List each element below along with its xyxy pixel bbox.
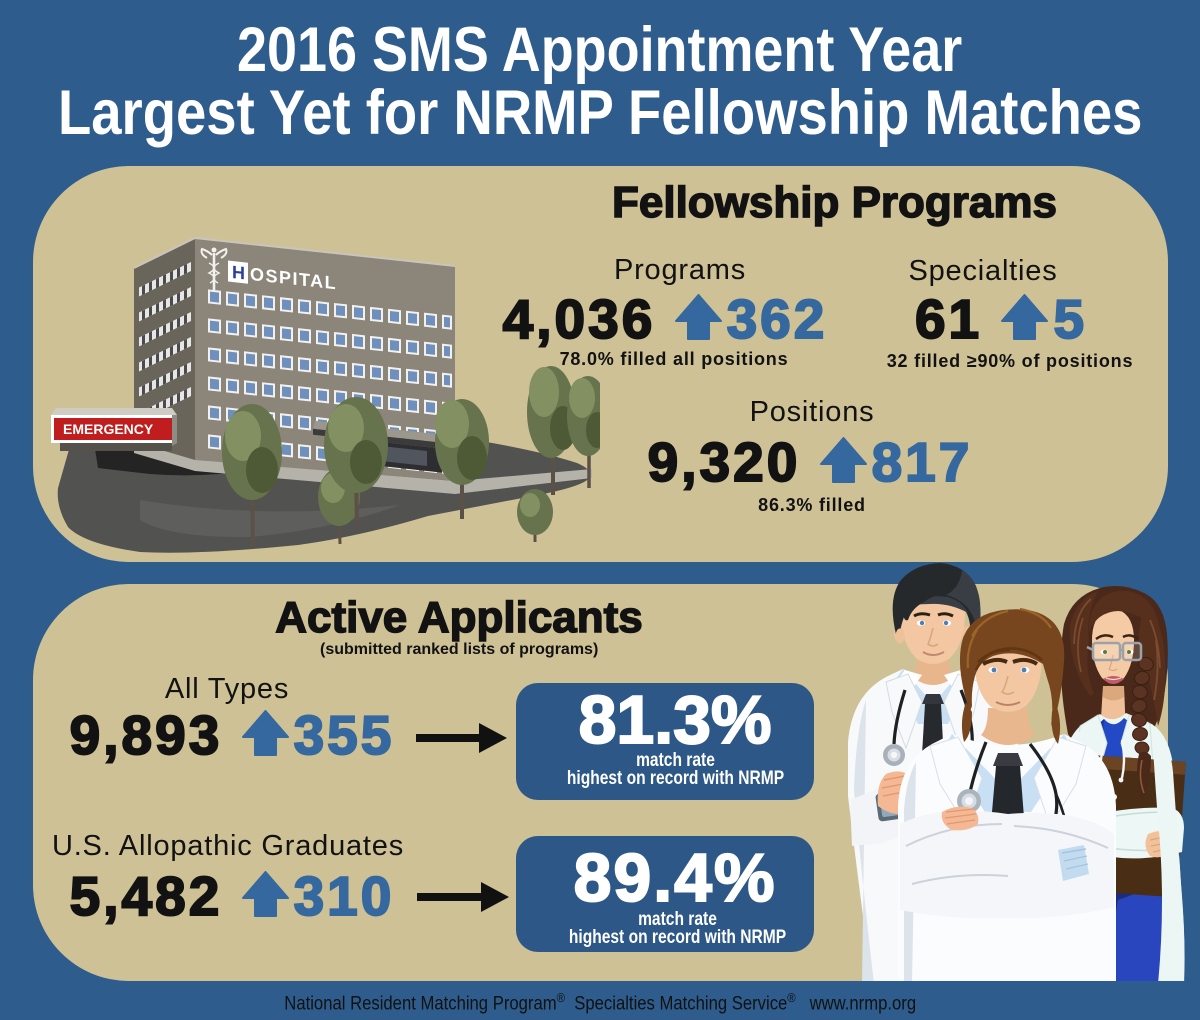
svg-text:EMERGENCY: EMERGENCY bbox=[63, 421, 154, 437]
svg-text:H: H bbox=[232, 262, 245, 283]
